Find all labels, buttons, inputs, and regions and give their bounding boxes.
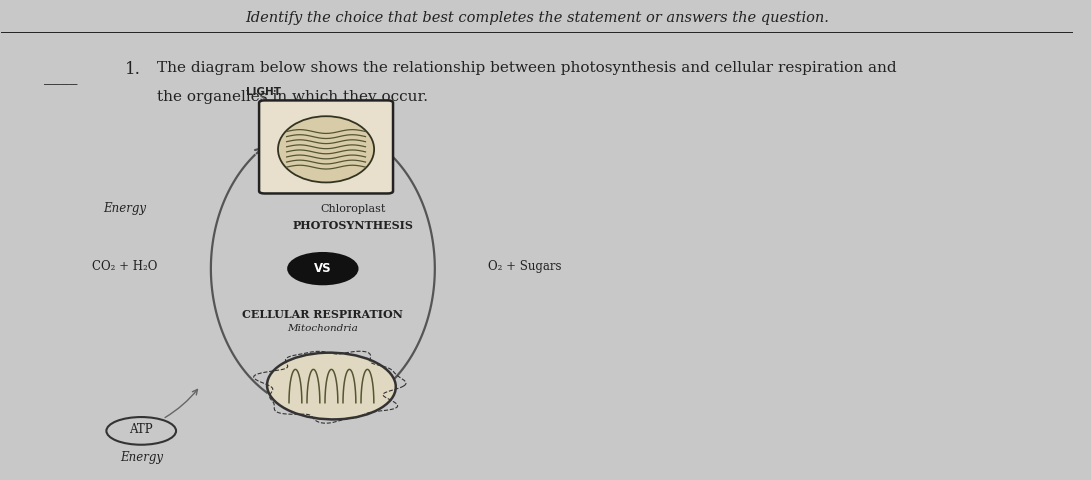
Text: The diagram below shows the relationship between photosynthesis and cellular res: The diagram below shows the relationship… (157, 61, 897, 75)
Text: CELLULAR RESPIRATION: CELLULAR RESPIRATION (242, 309, 404, 320)
Text: 1.: 1. (124, 61, 141, 78)
Text: CO₂ + H₂O: CO₂ + H₂O (92, 260, 157, 273)
Text: Identify the choice that best completes the statement or answers the question.: Identify the choice that best completes … (245, 11, 829, 25)
Text: VS: VS (314, 262, 332, 275)
FancyBboxPatch shape (259, 100, 393, 193)
Circle shape (288, 253, 357, 284)
Text: Energy: Energy (104, 202, 146, 215)
Text: Energy: Energy (120, 451, 163, 464)
Ellipse shape (278, 116, 374, 182)
Text: ____: ____ (44, 68, 77, 85)
Text: Mitochondria: Mitochondria (287, 324, 358, 333)
Text: Chloroplast: Chloroplast (320, 204, 385, 215)
Text: O₂ + Sugars: O₂ + Sugars (489, 260, 562, 273)
Text: PHOTOSYNTHESIS: PHOTOSYNTHESIS (292, 219, 413, 230)
Text: the organelles in which they occur.: the organelles in which they occur. (157, 90, 428, 104)
Text: LIGHT: LIGHT (247, 87, 281, 97)
Ellipse shape (267, 353, 396, 420)
Text: ATP: ATP (130, 423, 153, 436)
